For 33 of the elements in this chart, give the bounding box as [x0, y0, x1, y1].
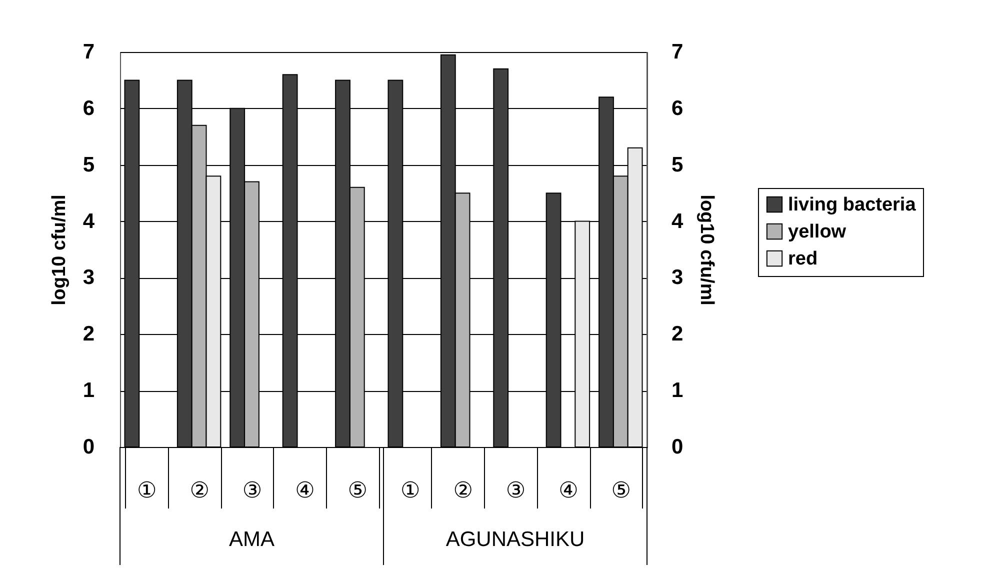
text: AMA [228, 528, 275, 551]
y-tick-label: 4 [82, 210, 95, 233]
y2-tick-label: 4 [672, 210, 684, 233]
x-tick-label: ④ [558, 478, 578, 504]
y-tick-label: 3 [82, 266, 94, 290]
text: AGUNASHIKU [446, 528, 585, 551]
y-tick-label: 0 [82, 436, 94, 458]
y2-tick-label: 1 [672, 379, 684, 402]
x-tick-label: ⑤ [348, 478, 368, 504]
y-tick-label: 7 [82, 40, 94, 64]
x-tick-label: ① [136, 478, 157, 504]
y2-axis-title: log10 cfu/ml [696, 194, 718, 306]
x-tick-label: ① [400, 478, 420, 504]
y2-tick-label: 0 [672, 436, 684, 458]
y-tick-label: 2 [82, 322, 94, 346]
y2-tick-label: 5 [672, 153, 684, 176]
x-tick-label: ④ [295, 478, 315, 504]
x-tick-label: ② [190, 478, 210, 504]
y-tick-label: 5 [82, 153, 95, 176]
x-tick-label: ③ [242, 478, 262, 504]
y-tick-label: 1 [82, 379, 95, 402]
y2-tick-label: 2 [672, 322, 684, 346]
legend-label: red [788, 248, 818, 270]
y2-tick-label: 6 [672, 96, 684, 120]
y2-tick-label: 3 [672, 266, 684, 290]
y-tick-label: 6 [82, 96, 94, 120]
legend-label: yellow [788, 222, 846, 242]
y2-tick-label: 7 [672, 40, 684, 64]
x-tick-label: ③ [506, 478, 526, 504]
x-tick-label: ⑤ [611, 478, 632, 504]
y-axis-title: log10 cfu/ml [48, 194, 70, 306]
legend-label: living bacteria [788, 194, 916, 216]
x-tick-label: ② [453, 478, 473, 504]
